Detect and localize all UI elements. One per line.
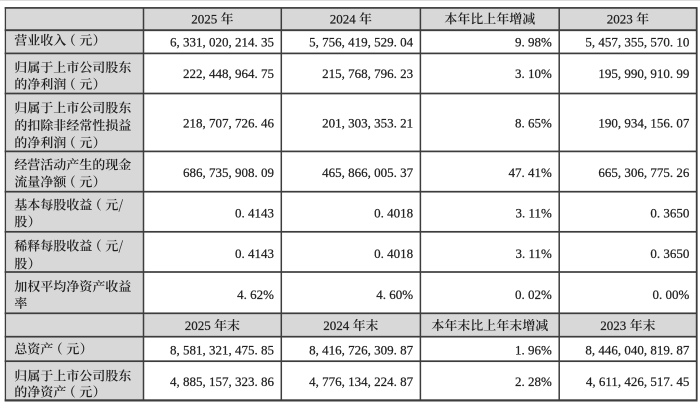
- svg-text:3. 10%: 3. 10%: [515, 66, 552, 81]
- svg-text:0. 4143: 0. 4143: [235, 246, 274, 261]
- svg-text:0. 3650: 0. 3650: [650, 246, 689, 261]
- svg-text:8, 581, 321, 475. 85: 8, 581, 321, 475. 85: [170, 342, 274, 357]
- svg-text:2. 28%: 2. 28%: [515, 374, 552, 389]
- svg-text:3. 11%: 3. 11%: [516, 246, 553, 261]
- svg-text:4, 776, 134, 224. 87: 4, 776, 134, 224. 87: [309, 374, 414, 389]
- svg-text:218, 707, 726. 46: 218, 707, 726. 46: [183, 116, 275, 131]
- svg-text:6, 331, 020, 214. 35: 6, 331, 020, 214. 35: [170, 34, 274, 49]
- svg-text:222, 448, 964. 75: 222, 448, 964. 75: [183, 66, 274, 81]
- svg-text:9. 98%: 9. 98%: [515, 34, 552, 49]
- svg-text:5, 457, 355, 570. 10: 5, 457, 355, 570. 10: [585, 34, 689, 49]
- svg-text:201, 303, 353. 21: 201, 303, 353. 21: [322, 116, 413, 131]
- svg-text:2025: 2025: [185, 318, 211, 333]
- svg-text:4. 62%: 4. 62%: [237, 287, 274, 302]
- svg-text:2025: 2025: [191, 11, 217, 26]
- svg-text:4, 611, 426, 517. 45: 4, 611, 426, 517. 45: [586, 374, 690, 389]
- svg-text:8, 416, 726, 309. 87: 8, 416, 726, 309. 87: [309, 342, 414, 357]
- svg-text:0. 4143: 0. 4143: [235, 206, 274, 221]
- svg-text:4. 60%: 4. 60%: [376, 287, 413, 302]
- svg-text:190, 934, 156. 07: 190, 934, 156. 07: [598, 116, 690, 131]
- svg-text:3. 11%: 3. 11%: [516, 206, 553, 221]
- svg-text:2023: 2023: [600, 318, 626, 333]
- svg-text:4, 885, 157, 323. 86: 4, 885, 157, 323. 86: [170, 374, 275, 389]
- svg-text:8, 446, 040, 819. 87: 8, 446, 040, 819. 87: [585, 342, 690, 357]
- svg-text:215, 768, 796. 23: 215, 768, 796. 23: [322, 66, 413, 81]
- svg-text:47. 41%: 47. 41%: [509, 165, 553, 180]
- svg-text:465, 866, 005. 37: 465, 866, 005. 37: [322, 165, 414, 180]
- svg-text:686, 735, 908. 09: 686, 735, 908. 09: [183, 165, 274, 180]
- svg-text:195, 990, 910. 99: 195, 990, 910. 99: [598, 66, 689, 81]
- svg-text:2023: 2023: [607, 11, 633, 26]
- svg-text:2024: 2024: [323, 318, 350, 333]
- svg-text:1. 96%: 1. 96%: [515, 342, 552, 357]
- svg-text:0. 3650: 0. 3650: [650, 206, 689, 221]
- svg-text:0. 00%: 0. 00%: [653, 287, 690, 302]
- svg-text:2024: 2024: [330, 11, 357, 26]
- svg-text:0. 02%: 0. 02%: [515, 287, 552, 302]
- svg-text:5, 756, 419, 529. 04: 5, 756, 419, 529. 04: [309, 34, 414, 49]
- svg-text:0. 4018: 0. 4018: [374, 246, 413, 261]
- svg-text:0. 4018: 0. 4018: [374, 206, 413, 221]
- svg-text:665, 306, 775. 26: 665, 306, 775. 26: [598, 165, 690, 180]
- svg-text:8. 65%: 8. 65%: [515, 116, 552, 131]
